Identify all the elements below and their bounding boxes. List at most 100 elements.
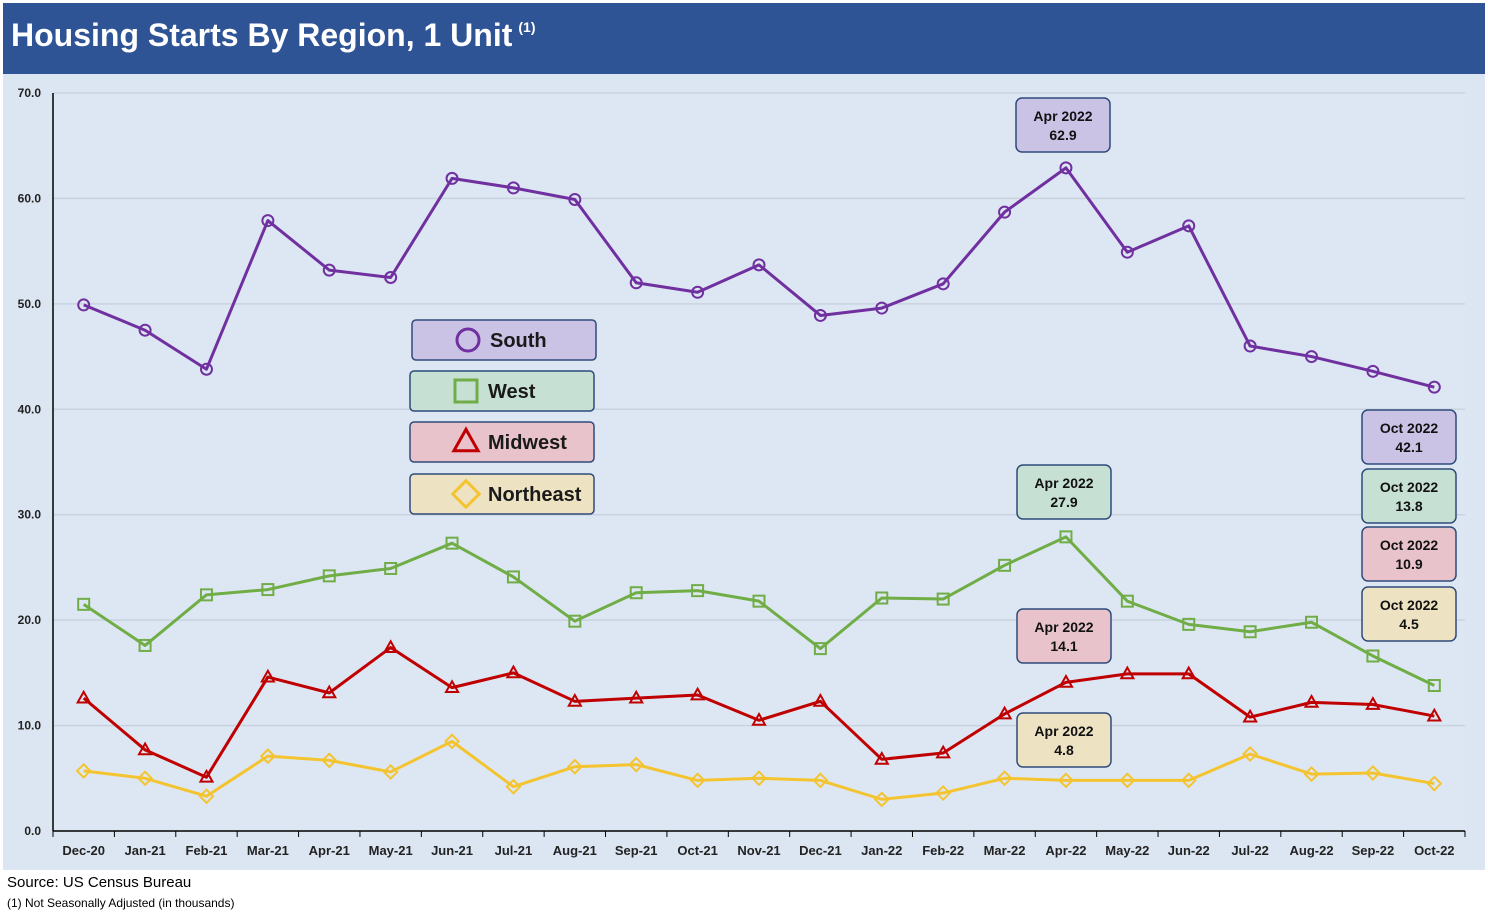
data-point-west <box>875 591 889 605</box>
data-point-south <box>568 192 582 206</box>
data-point-midwest <box>1180 665 1197 680</box>
data-point-west <box>77 597 91 611</box>
data-point-west <box>691 584 705 598</box>
data-point-northeast <box>259 748 276 765</box>
data-point-northeast <box>1364 765 1381 782</box>
data-point-west <box>1427 679 1441 693</box>
data-point-northeast <box>198 788 215 805</box>
data-point-west <box>998 558 1012 572</box>
chart-title-text: Housing Starts By Region, 1 Unit <box>11 17 513 53</box>
data-point-south <box>261 214 275 228</box>
annotation-value: 4.5 <box>1399 616 1419 632</box>
annotation-value: 10.9 <box>1395 556 1422 572</box>
data-point-midwest <box>935 744 951 759</box>
data-point-northeast <box>689 772 706 789</box>
data-point-midwest <box>567 692 583 707</box>
legend-item-northeast: Northeast <box>409 473 595 515</box>
annotation-label: Apr 2022 <box>1033 108 1092 124</box>
data-point-northeast <box>1303 766 1320 783</box>
data-point-south <box>1243 339 1257 353</box>
legend-label: Midwest <box>488 432 567 454</box>
x-tick-label: Feb-21 <box>186 843 228 858</box>
legend-label: South <box>490 330 547 352</box>
annotation-south-apr-22: Apr 2022 62.9 <box>1015 97 1111 153</box>
data-point-west <box>936 592 950 606</box>
title-footnote-marker: (1) <box>518 19 536 35</box>
data-point-west <box>1120 594 1134 608</box>
annotation-box <box>1015 97 1111 153</box>
data-point-west <box>1243 625 1257 639</box>
annotation-value: 4.8 <box>1054 742 1074 758</box>
data-point-midwest <box>1303 694 1320 708</box>
data-point-south <box>1305 350 1319 364</box>
data-point-midwest <box>444 679 460 694</box>
x-tick-label: Jul-22 <box>1231 843 1269 858</box>
data-point-west <box>138 638 152 652</box>
chart-title: Housing Starts By Region, 1 Unit (1) <box>11 17 536 54</box>
series-west <box>77 530 1441 693</box>
x-tick-label: May-21 <box>369 843 413 858</box>
data-point-midwest <box>1365 696 1381 710</box>
x-tick-label: Sep-22 <box>1352 843 1395 858</box>
series-line-west <box>82 535 1435 687</box>
data-point-northeast <box>566 758 583 775</box>
annotation-box <box>1016 712 1112 768</box>
y-tick-label: 30.0 <box>18 508 42 522</box>
data-point-northeast <box>1180 772 1197 789</box>
data-point-midwest <box>751 711 767 726</box>
data-point-south <box>875 301 889 315</box>
chart-area: 0.0 10.0 20.0 30.0 40.0 50.0 60.0 70.0 Dec-20 Jan… <box>3 74 1485 870</box>
data-point-south <box>998 205 1012 219</box>
x-tick-label: Jul-21 <box>495 843 533 858</box>
data-point-south <box>813 308 827 322</box>
annotation-box <box>1361 586 1457 642</box>
data-point-northeast <box>321 752 338 769</box>
data-point-midwest <box>198 768 215 783</box>
x-tick-label: Sep-21 <box>615 843 658 858</box>
annotation-box <box>1016 608 1112 664</box>
x-tick-label: Apr-21 <box>309 843 350 858</box>
data-point-midwest <box>628 689 644 704</box>
data-point-west <box>568 614 582 628</box>
x-tick-label: Jan-22 <box>861 843 902 858</box>
data-point-northeast <box>137 770 154 787</box>
data-point-south <box>445 171 459 185</box>
x-tick-label: Jan-21 <box>124 843 165 858</box>
annotation-label: Apr 2022 <box>1034 619 1093 635</box>
annotation-northeast-apr-22: Apr 2022 4.8 <box>1016 712 1112 768</box>
source-note: Source: US Census Bureau <box>7 874 192 891</box>
legend-item-midwest: Midwest <box>409 421 595 463</box>
y-tick-label: 60.0 <box>18 191 42 205</box>
data-point-south <box>936 277 950 291</box>
data-point-midwest <box>260 668 276 683</box>
x-tick-label: Mar-21 <box>247 843 289 858</box>
x-tick-label: Feb-22 <box>922 843 964 858</box>
legend-box <box>411 319 597 361</box>
data-point-midwest <box>874 750 890 765</box>
annotation-value: 62.9 <box>1049 127 1076 143</box>
data-point-south <box>629 276 643 290</box>
data-point-northeast <box>382 763 399 780</box>
x-tick-label: Nov-21 <box>737 843 780 858</box>
annotation-midwest-apr-22: Apr 2022 14.1 <box>1016 608 1112 664</box>
x-tick-label: Dec-20 <box>62 843 105 858</box>
data-point-south <box>1182 219 1196 233</box>
data-point-south <box>1059 161 1073 175</box>
annotation-label: Oct 2022 <box>1380 420 1439 436</box>
data-point-south <box>77 298 91 312</box>
series-line-midwest <box>82 646 1435 779</box>
data-point-south <box>506 181 520 195</box>
data-point-midwest <box>321 684 338 699</box>
annotation-box <box>1016 464 1112 520</box>
title-bar: Housing Starts By Region, 1 Unit (1) <box>3 3 1485 74</box>
line-chart: 0.0 10.0 20.0 30.0 40.0 50.0 60.0 70.0 Dec-20 Jan… <box>18 86 1466 858</box>
annotation-box <box>1361 526 1457 582</box>
x-tick-label: Dec-21 <box>799 843 842 858</box>
footnote: (1) Not Seasonally Adjusted (in thousand… <box>7 896 235 910</box>
data-point-south <box>322 263 336 277</box>
annotation-northeast-oct-22: Oct 2022 4.5 <box>1361 586 1457 642</box>
data-point-south <box>691 285 705 299</box>
y-tick-label: 10.0 <box>18 719 42 733</box>
data-point-midwest <box>1426 707 1443 722</box>
data-point-west <box>1305 615 1319 629</box>
